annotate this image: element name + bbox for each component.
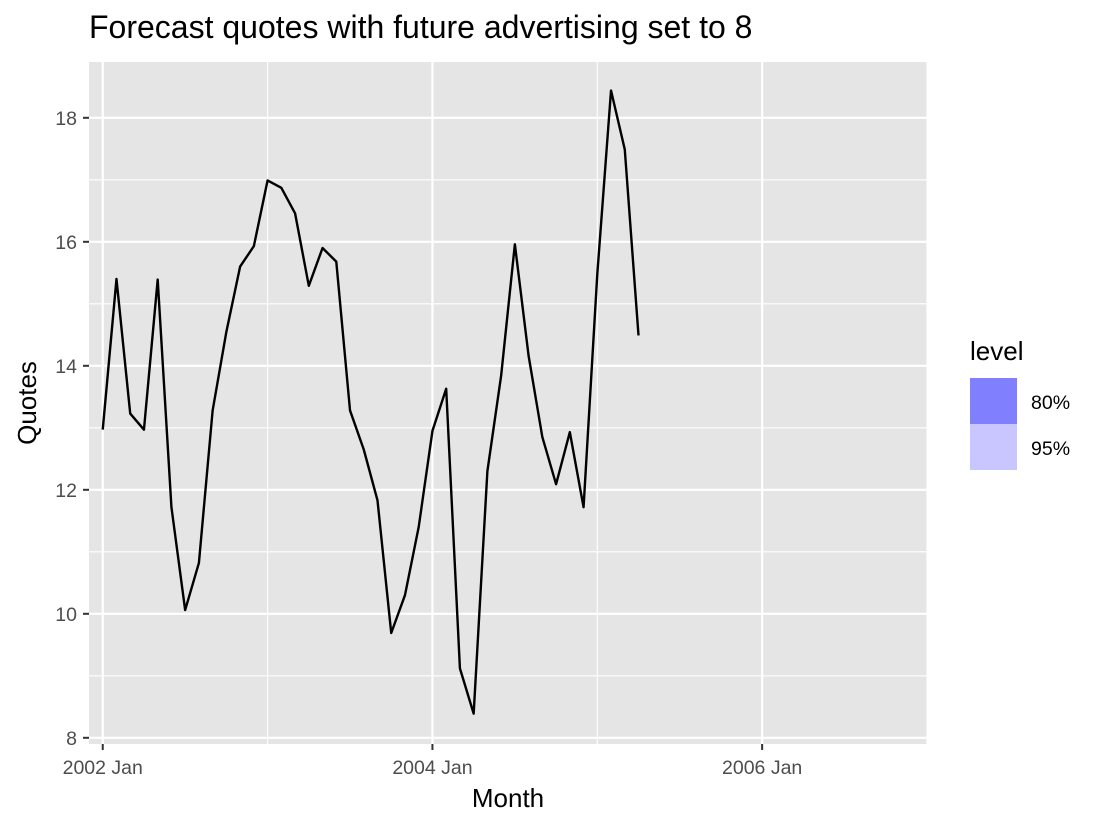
y-tick-label: 14 — [55, 356, 77, 378]
legend-swatch-95 — [970, 424, 1017, 470]
y-axis-title: Quotes — [12, 361, 42, 445]
plot-panel — [89, 62, 927, 744]
legend-swatch-80 — [970, 378, 1017, 424]
series-layer — [101, 89, 640, 715]
y-tick-label: 16 — [55, 232, 77, 254]
legend-label-80: 80% — [1031, 392, 1070, 414]
x-tick-label: 2004 Jan — [392, 757, 472, 779]
y-tick-label: 8 — [66, 728, 77, 750]
legend: level 80% 95% — [970, 336, 1070, 470]
x-tick-label: 2002 Jan — [63, 757, 143, 779]
x-axis-title: Month — [472, 783, 544, 813]
y-tick-label: 18 — [55, 108, 77, 130]
y-axis: 8 10 12 14 16 18 — [55, 108, 89, 750]
legend-label-95: 95% — [1031, 438, 1070, 460]
y-tick-label: 10 — [55, 604, 77, 626]
y-tick-label: 12 — [55, 480, 77, 502]
chart-title: Forecast quotes with future advertising … — [89, 9, 752, 45]
legend-title: level — [970, 336, 1023, 366]
grid-major — [89, 62, 927, 744]
series-line-quotes — [101, 89, 640, 715]
x-axis: 2002 Jan 2004 Jan 2006 Jan — [63, 744, 802, 779]
x-tick-label: 2006 Jan — [722, 757, 802, 779]
grid-minor — [89, 62, 928, 744]
